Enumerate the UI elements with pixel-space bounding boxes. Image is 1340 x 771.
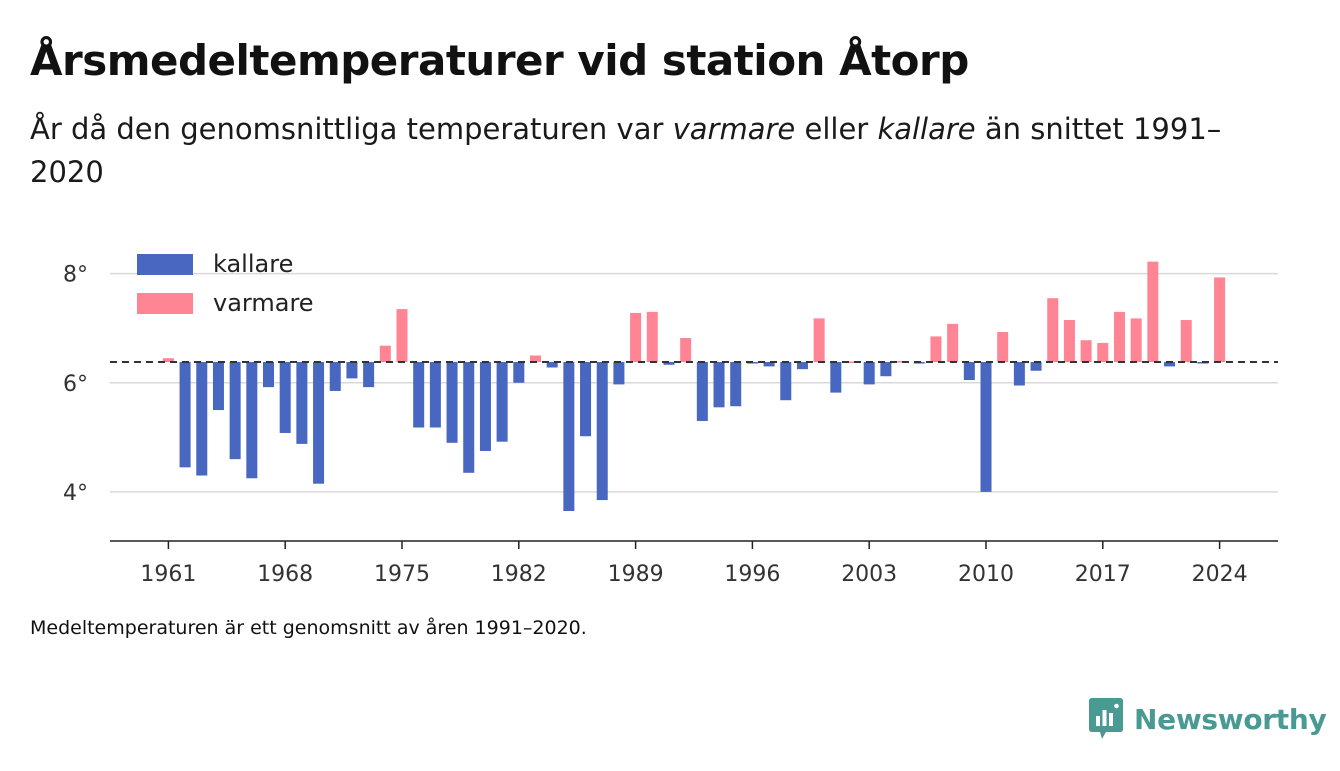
bar-varmare: [630, 312, 642, 363]
bar-varmare: [1130, 318, 1142, 363]
bar-kallare: [229, 362, 241, 460]
y-tick-label: 8°: [63, 263, 88, 288]
x-tick-label: 1989: [608, 562, 664, 587]
x-tick-label: 2017: [1075, 562, 1131, 587]
x-tick-label: 2010: [958, 562, 1014, 587]
temperature-bar-chart: 4° 6° 8° 1961 1968 1975 1982 1989 1996 2003 2010 20…: [63, 250, 1278, 587]
y-tick-label: 6°: [63, 372, 88, 397]
chart-title: Årsmedeltemperaturer vid station Åtorp: [30, 36, 969, 85]
bar-varmare: [1063, 320, 1075, 363]
subtitle-cold-word: kallare: [877, 112, 976, 146]
subtitle-part-3: än snittet 1991–2020: [30, 112, 1222, 189]
bar-varmare: [1097, 342, 1109, 363]
bar-varmare: [1047, 298, 1059, 363]
bar-kallare: [296, 362, 308, 444]
bar-varmare: [1147, 261, 1159, 363]
bar-kallare: [880, 362, 892, 377]
bar-kallare: [863, 362, 875, 385]
bar-kallare: [429, 362, 441, 428]
bar-kallare: [696, 362, 708, 421]
legend-swatch-varmare: [137, 293, 193, 314]
bar-kallare: [580, 362, 592, 437]
bar-varmare: [680, 338, 692, 363]
bar-kallare: [780, 362, 792, 401]
bar-kallare: [980, 362, 992, 492]
legend-swatch-kallare: [137, 254, 193, 275]
bar-kallare: [513, 362, 525, 383]
x-tick-label: 1961: [140, 562, 196, 587]
x-tick-label: 2003: [841, 562, 897, 587]
bar-varmare: [813, 318, 825, 363]
bar-varmare: [162, 358, 174, 363]
bar-varmare: [947, 323, 959, 363]
bar-kallare: [413, 362, 425, 428]
bar-varmare: [1180, 320, 1192, 363]
newsworthy-logo-icon: [1089, 698, 1123, 739]
x-tick-label: 1975: [374, 562, 430, 587]
chart-footnote: Medeltemperaturen är ett genomsnitt av å…: [30, 617, 587, 639]
subtitle-warm-word: varmare: [672, 112, 796, 146]
bar-varmare: [1113, 311, 1125, 363]
newsworthy-brand: Newsworthy: [1088, 697, 1327, 741]
bar-kallare: [796, 362, 808, 370]
bar-varmare: [379, 345, 391, 363]
x-tick-label: 1982: [491, 562, 547, 587]
bar-kallare: [446, 362, 458, 443]
x-tick-label: 2024: [1192, 562, 1248, 587]
bar-varmare: [646, 311, 658, 363]
bar-kallare: [830, 362, 842, 393]
bar-kallare: [263, 362, 275, 388]
bar-kallare: [179, 362, 191, 468]
bar-kallare: [963, 362, 975, 381]
bar-varmare: [529, 355, 541, 363]
bar-kallare: [1013, 362, 1025, 386]
bar-kallare: [713, 362, 725, 408]
chart-subtitle: År då den genomsnittliga temperaturen va…: [30, 108, 1230, 194]
brand-name: Newsworthy: [1134, 702, 1327, 736]
bar-kallare: [329, 362, 341, 391]
bar-kallare: [763, 362, 775, 367]
subtitle-part-1: År då den genomsnittliga temperaturen va…: [30, 112, 673, 146]
bar-kallare: [246, 362, 258, 479]
bar-varmare: [847, 361, 859, 363]
bar-kallare: [212, 362, 224, 411]
bar-varmare: [396, 309, 408, 363]
bar-kallare: [479, 362, 491, 451]
bar-kallare: [1030, 362, 1042, 371]
bar-varmare: [1080, 340, 1092, 363]
x-tick-label: 1968: [257, 562, 313, 587]
bar-kallare: [563, 362, 575, 511]
bar-kallare: [546, 362, 558, 368]
legend-label-varmare: varmare: [213, 289, 314, 317]
bar-kallare: [463, 362, 475, 473]
legend-label-kallare: kallare: [213, 250, 293, 278]
bar-kallare: [279, 362, 291, 433]
bar-kallare: [596, 362, 608, 501]
bar-kallare: [663, 362, 675, 365]
subtitle-part-2: eller: [795, 112, 878, 146]
bar-kallare: [196, 362, 208, 476]
x-tick-label: 1996: [724, 562, 780, 587]
bar-kallare: [313, 362, 325, 484]
bar-kallare: [1164, 362, 1176, 367]
bar-varmare: [1214, 277, 1226, 363]
bar-kallare: [730, 362, 742, 407]
bar-kallare: [496, 362, 508, 442]
bar-kallare: [363, 362, 375, 388]
bar-kallare: [613, 362, 625, 385]
bar-kallare: [346, 362, 358, 379]
y-tick-label: 4°: [63, 481, 88, 506]
bar-varmare: [997, 332, 1009, 363]
bar-varmare: [930, 336, 942, 363]
